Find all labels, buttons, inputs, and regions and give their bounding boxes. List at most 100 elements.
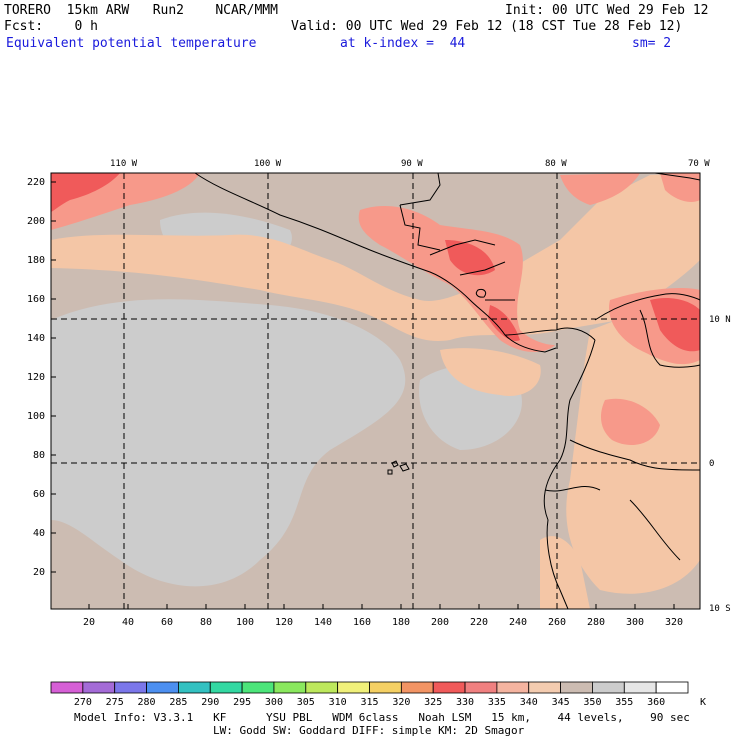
coast-south-america — [543, 293, 701, 610]
y-tick-label: 160 — [27, 294, 45, 305]
y-ticks — [51, 181, 56, 573]
x-tick-label: 220 — [470, 617, 488, 628]
border-colombia-ecuador — [569, 439, 701, 471]
colorbar — [50, 681, 689, 694]
colorbar-swatch — [337, 681, 370, 694]
field-region-330-nw — [51, 173, 120, 212]
y-tick-label: 120 — [27, 372, 45, 383]
forecast-hour: Fcst: 0 h — [4, 19, 98, 34]
lat-label: 10 S — [709, 604, 731, 614]
colorbar-tick-label: 310 — [329, 697, 347, 708]
plot-frame — [50, 172, 701, 610]
colorbar-tick-label: 320 — [392, 697, 410, 708]
y-tick-label: 220 — [27, 177, 45, 188]
lat-label: 10 N — [709, 315, 731, 325]
border-colombia-venezuela — [639, 309, 701, 368]
y-tick-label: 180 — [27, 255, 45, 266]
lat-label: 0 — [709, 459, 714, 469]
lon-label: 80 W — [545, 159, 567, 169]
colorbar-swatch — [496, 681, 530, 694]
colorbar-swatch — [464, 681, 498, 694]
colorbar-tick-label: 300 — [265, 697, 283, 708]
colorbar-swatch — [114, 681, 147, 694]
lon-label: 90 W — [401, 159, 423, 169]
x-index-labels: 20 40 60 80 100 120 140 160 180 200 220 … — [83, 617, 683, 628]
x-tick-label: 100 — [236, 617, 254, 628]
colorbar-swatch — [82, 681, 116, 694]
x-tick-label: 200 — [431, 617, 449, 628]
colorbar-swatch — [146, 681, 179, 694]
y-tick-label: 20 — [33, 567, 45, 578]
colorbar-swatch — [241, 681, 275, 694]
x-tick-label: 60 — [161, 617, 173, 628]
colorbar-tick-label: 275 — [106, 697, 124, 708]
x-tick-label: 300 — [626, 617, 644, 628]
galapagos-island — [391, 460, 399, 468]
lake-nicaragua — [475, 289, 487, 298]
colorbar-swatch — [623, 681, 657, 694]
colorbar-tick-label: 325 — [424, 697, 442, 708]
colorbar-swatch — [432, 681, 466, 694]
coast-panama — [504, 327, 596, 341]
x-tick-label: 160 — [353, 617, 371, 628]
colorbar-tick-label: 295 — [233, 697, 251, 708]
lat-lon-grid — [51, 173, 700, 609]
lon-label: 70 W — [688, 159, 710, 169]
colorbar-tick-label: 330 — [456, 697, 474, 708]
colorbar-swatch — [209, 681, 243, 694]
valid-time: Valid: 00 UTC Wed 29 Feb 12 (18 CST Tue … — [291, 19, 683, 34]
colorbar-tick-label: 305 — [297, 697, 315, 708]
galapagos-island-2 — [399, 463, 410, 472]
level-label: at k-index = 44 — [340, 36, 466, 51]
border-ecuador-peru — [544, 486, 601, 492]
colorbar-tick-label: 270 — [74, 697, 92, 708]
colorbar-tick-label: 355 — [615, 697, 633, 708]
coast-yucatan — [399, 172, 441, 206]
smoothing-label: sm= 2 — [632, 36, 672, 51]
field-region-330-colombia — [650, 298, 700, 352]
theta-e-field — [51, 173, 700, 609]
field-region-335-ne — [660, 173, 700, 202]
field-region-330-costa — [488, 305, 520, 341]
footer-physics-info: LW: Godd SW: Goddard DIFF: simple KM: 2D… — [213, 724, 525, 737]
field-region-350b — [51, 346, 150, 440]
y-tick-label: 200 — [27, 216, 45, 227]
colorbar-tick-label: 280 — [138, 697, 156, 708]
x-ticks — [88, 604, 675, 609]
colorbar-tick-label: 350 — [583, 697, 601, 708]
field-region-335-central — [358, 205, 555, 352]
island-cuba — [654, 172, 701, 181]
y-tick-label: 140 — [27, 333, 45, 344]
x-tick-label: 180 — [392, 617, 410, 628]
colorbar-swatch — [592, 681, 625, 694]
x-tick-label: 320 — [665, 617, 683, 628]
y-tick-label: 60 — [33, 489, 45, 500]
field-region-340-mid — [440, 348, 541, 396]
x-tick-label: 40 — [122, 617, 134, 628]
x-tick-label: 20 — [83, 617, 95, 628]
y-tick-label: 40 — [33, 528, 45, 539]
y-tick-label: 100 — [27, 411, 45, 422]
x-tick-label: 280 — [587, 617, 605, 628]
field-region-335-amazon — [600, 398, 660, 445]
galapagos-island-3 — [387, 469, 393, 475]
lon-label: 110 W — [110, 159, 138, 169]
coastlines — [194, 172, 701, 610]
colorbar-swatch — [560, 681, 593, 694]
colorbar-tick-label: 335 — [488, 697, 506, 708]
footer-model-info: Model Info: V3.3.1 KF YSU PBL WDM 6class… — [74, 711, 690, 724]
x-tick-label: 120 — [275, 617, 293, 628]
field-region-330-central — [445, 240, 495, 276]
colorbar-swatch — [273, 681, 307, 694]
y-tick-label: 80 — [33, 450, 45, 461]
border-mex-guat — [399, 204, 441, 251]
field-name: Equivalent potential temperature — [6, 36, 257, 51]
colorbar-tick-label: 340 — [520, 697, 538, 708]
colorbar-swatch — [369, 681, 402, 694]
field-region-335-top — [560, 173, 640, 205]
colorbar-swatch — [50, 681, 84, 694]
init-time: Init: 00 UTC Wed 29 Feb 12 — [505, 3, 709, 18]
colorbar-tick-label: 360 — [647, 697, 665, 708]
colorbar-tick-label: 345 — [552, 697, 570, 708]
